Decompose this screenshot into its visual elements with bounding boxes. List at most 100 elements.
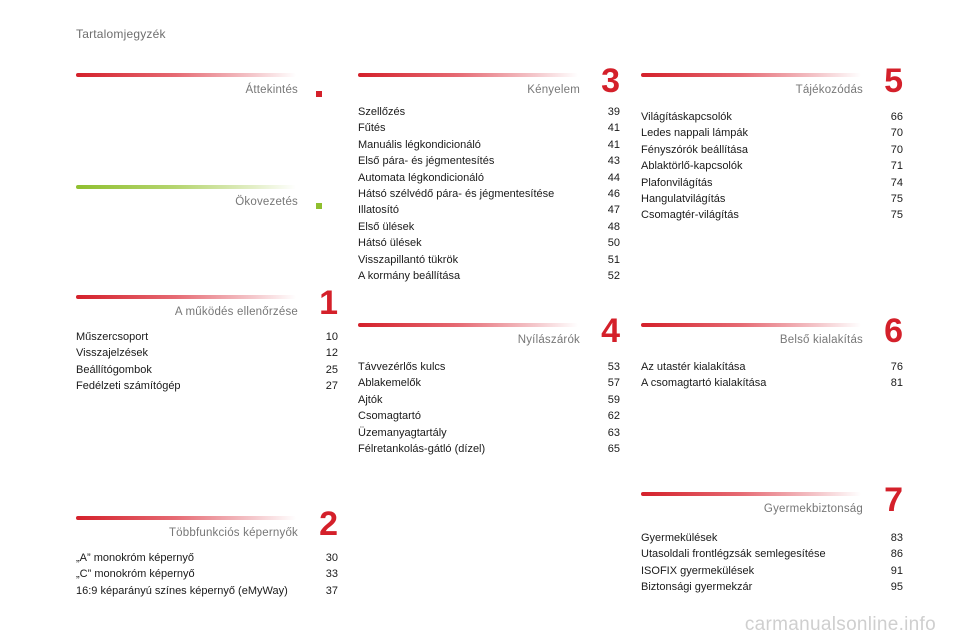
toc-entry-label: „C” monokróm képernyő bbox=[76, 568, 195, 581]
toc-entry[interactable]: Illatosító 47 bbox=[358, 202, 620, 218]
toc-entry[interactable]: „C” monokróm képernyő 33 bbox=[76, 566, 338, 582]
toc-entry[interactable]: Gyermekülések 83 bbox=[641, 530, 903, 546]
toc-entry-label: Ledes nappali lámpák bbox=[641, 127, 749, 140]
toc-entry-page: 57 bbox=[607, 377, 620, 390]
toc-entry[interactable]: A csomagtartó kialakítása 81 bbox=[641, 375, 903, 391]
toc-entry[interactable]: Csomagtartó 62 bbox=[358, 408, 620, 424]
toc-entry[interactable]: Visszapillantó tükrök 51 bbox=[358, 252, 620, 268]
toc-entry[interactable]: A kormány beállítása 52 bbox=[358, 268, 620, 284]
toc-entry-label: Fényszórók beállítása bbox=[641, 143, 748, 156]
toc-entry[interactable]: Az utastér kialakítása 76 bbox=[641, 359, 903, 375]
toc-entry[interactable]: Világításkapcsolók 66 bbox=[641, 109, 903, 125]
toc-entry-label: Világításkapcsolók bbox=[641, 111, 732, 123]
toc-entry[interactable]: Ablaktörlő-kapcsolók 71 bbox=[641, 158, 903, 174]
section-number: 5 bbox=[884, 62, 903, 100]
toc-entry-label: Félretankolás-gátló (dízel) bbox=[358, 443, 486, 456]
toc-entry-page: 65 bbox=[607, 443, 620, 456]
entry-list: Műszercsoport 10 Visszajelzések 12 Beállítóg… bbox=[76, 329, 338, 395]
section-title: Többfunkciós képernyők bbox=[168, 527, 298, 539]
section-number: 1 bbox=[319, 284, 338, 322]
toc-entry[interactable]: Félretankolás-gátló (dízel) 65 bbox=[358, 441, 620, 457]
toc-entry[interactable]: Első pára- és jégmentesítés 43 bbox=[358, 153, 620, 169]
toc-entry-page: 75 bbox=[890, 209, 903, 222]
toc-entry[interactable]: Beállítógombok 25 bbox=[76, 362, 338, 378]
toc-entry-label: Első pára- és jégmentesítés bbox=[358, 155, 495, 168]
toc-entry-page: 41 bbox=[607, 138, 620, 151]
toc-entry[interactable]: Hangulatvilágítás 75 bbox=[641, 191, 903, 207]
entry-list: Szellőzés 39 Fűtés 41 Manuális légkondicioná… bbox=[358, 104, 620, 284]
toc-entry-page: 37 bbox=[325, 584, 338, 597]
toc-entry-label: Beállítógombok bbox=[76, 363, 152, 376]
toc-entry-page: 33 bbox=[325, 568, 338, 581]
toc-entry-label: Csomagtartó bbox=[358, 410, 421, 423]
toc-entry[interactable]: 16:9 képarányú színes képernyő (eMyWay) 3… bbox=[76, 583, 338, 599]
toc-entry-label: Hátsó ülések bbox=[358, 237, 422, 250]
toc-entry[interactable]: Műszercsoport 10 bbox=[76, 329, 338, 345]
section-title: Áttekintés bbox=[245, 84, 298, 96]
toc-entry-label: 16:9 képarányú színes képernyő (eMyWay) bbox=[76, 584, 288, 597]
toc-entry[interactable]: Ablakemelők 57 bbox=[358, 375, 620, 391]
toc-entry-label: Műszercsoport bbox=[76, 331, 149, 343]
watermark: carmanualsonline.info bbox=[744, 614, 936, 635]
toc-entry-page: 62 bbox=[607, 410, 620, 423]
toc-entry[interactable]: Fedélzeti számítógép 27 bbox=[76, 378, 338, 394]
toc-entry-label: Gyermekülések bbox=[641, 532, 718, 544]
toc-entry-label: Manuális légkondicionáló bbox=[358, 138, 481, 151]
toc-entry[interactable]: Csomagtér-világítás 75 bbox=[641, 207, 903, 223]
toc-entry[interactable]: Manuális légkondicionáló 41 bbox=[358, 137, 620, 153]
toc-entry[interactable]: Biztonsági gyermekzár 95 bbox=[641, 579, 903, 595]
toc-entry-page: 27 bbox=[325, 380, 338, 393]
toc-entry-label: Csomagtér-világítás bbox=[641, 209, 739, 222]
toc-entry[interactable]: Hátsó ülések 50 bbox=[358, 235, 620, 251]
page-title: Tartalomjegyzék bbox=[76, 27, 166, 41]
toc-entry[interactable]: Üzemanyagtartály 63 bbox=[358, 425, 620, 441]
section-title: Nyílászárók bbox=[517, 334, 580, 346]
section-number: 3 bbox=[601, 62, 620, 100]
toc-entry-page: 74 bbox=[890, 176, 903, 189]
toc-entry-label: Ablaktörlő-kapcsolók bbox=[641, 160, 743, 173]
toc-entry-page: 46 bbox=[607, 188, 620, 201]
toc-entry[interactable]: Távvezérlős kulcs 53 bbox=[358, 359, 620, 375]
toc-entry-label: Visszapillantó tükrök bbox=[358, 253, 459, 266]
section-title: Kényelem bbox=[527, 84, 580, 96]
section-bar bbox=[358, 73, 578, 77]
toc-entry-page: 47 bbox=[607, 204, 620, 217]
toc-entry-page: 39 bbox=[607, 106, 620, 118]
toc-entry[interactable]: Visszajelzések 12 bbox=[76, 345, 338, 361]
toc-entry-page: 25 bbox=[325, 363, 338, 376]
toc-entry[interactable]: Szellőzés 39 bbox=[358, 104, 620, 120]
toc-entry-label: Plafonvilágítás bbox=[641, 176, 713, 189]
section-number: 7 bbox=[884, 481, 903, 519]
toc-entry[interactable]: Ajtók 59 bbox=[358, 392, 620, 408]
section-marker-icon bbox=[316, 91, 322, 97]
toc-entry-label: Fedélzeti számítógép bbox=[76, 380, 181, 393]
entry-list: Világításkapcsolók 66 Ledes nappali lámpák… bbox=[641, 109, 903, 224]
toc-entry[interactable]: Fényszórók beállítása 70 bbox=[641, 142, 903, 158]
toc-entry[interactable]: Ledes nappali lámpák 70 bbox=[641, 125, 903, 141]
toc-entry-page: 51 bbox=[607, 253, 620, 266]
toc-entry[interactable]: ISOFIX gyermekülések 91 bbox=[641, 563, 903, 579]
section-bar bbox=[76, 185, 296, 189]
toc-entry[interactable]: Hátsó szélvédő pára- és jégmentesítése 46 bbox=[358, 186, 620, 202]
toc-entry-label: Hangulatvilágítás bbox=[641, 193, 726, 206]
section-title: Tájékozódás bbox=[795, 84, 863, 96]
toc-entry-label: „A” monokróm képernyő bbox=[76, 552, 194, 564]
entry-list: Az utastér kialakítása 76 A csomagtartó ki… bbox=[641, 359, 903, 392]
section-number: 2 bbox=[319, 505, 338, 543]
toc-entry-label: Szellőzés bbox=[358, 106, 406, 118]
toc-entry-page: 86 bbox=[890, 548, 903, 561]
toc-entry-page: 83 bbox=[890, 532, 903, 544]
toc-entry[interactable]: Utasoldali frontlégzsák semlegesítése 86 bbox=[641, 546, 903, 562]
toc-entry[interactable]: „A” monokróm képernyő 30 bbox=[76, 550, 338, 566]
toc-entry-label: Az utastér kialakítása bbox=[641, 361, 746, 373]
toc-entry[interactable]: Fűtés 41 bbox=[358, 120, 620, 136]
toc-entry[interactable]: Plafonvilágítás 74 bbox=[641, 175, 903, 191]
toc-entry-label: Hátsó szélvédő pára- és jégmentesítése bbox=[358, 188, 555, 201]
section-bar bbox=[76, 516, 296, 520]
toc-entry-label: Fűtés bbox=[358, 122, 386, 135]
toc-entry[interactable]: Első ülések 48 bbox=[358, 219, 620, 235]
section-number: 6 bbox=[884, 312, 903, 350]
toc-entry-page: 50 bbox=[607, 237, 620, 250]
toc-entry[interactable]: Automata légkondicionáló 44 bbox=[358, 170, 620, 186]
section-marker-icon bbox=[316, 203, 322, 209]
